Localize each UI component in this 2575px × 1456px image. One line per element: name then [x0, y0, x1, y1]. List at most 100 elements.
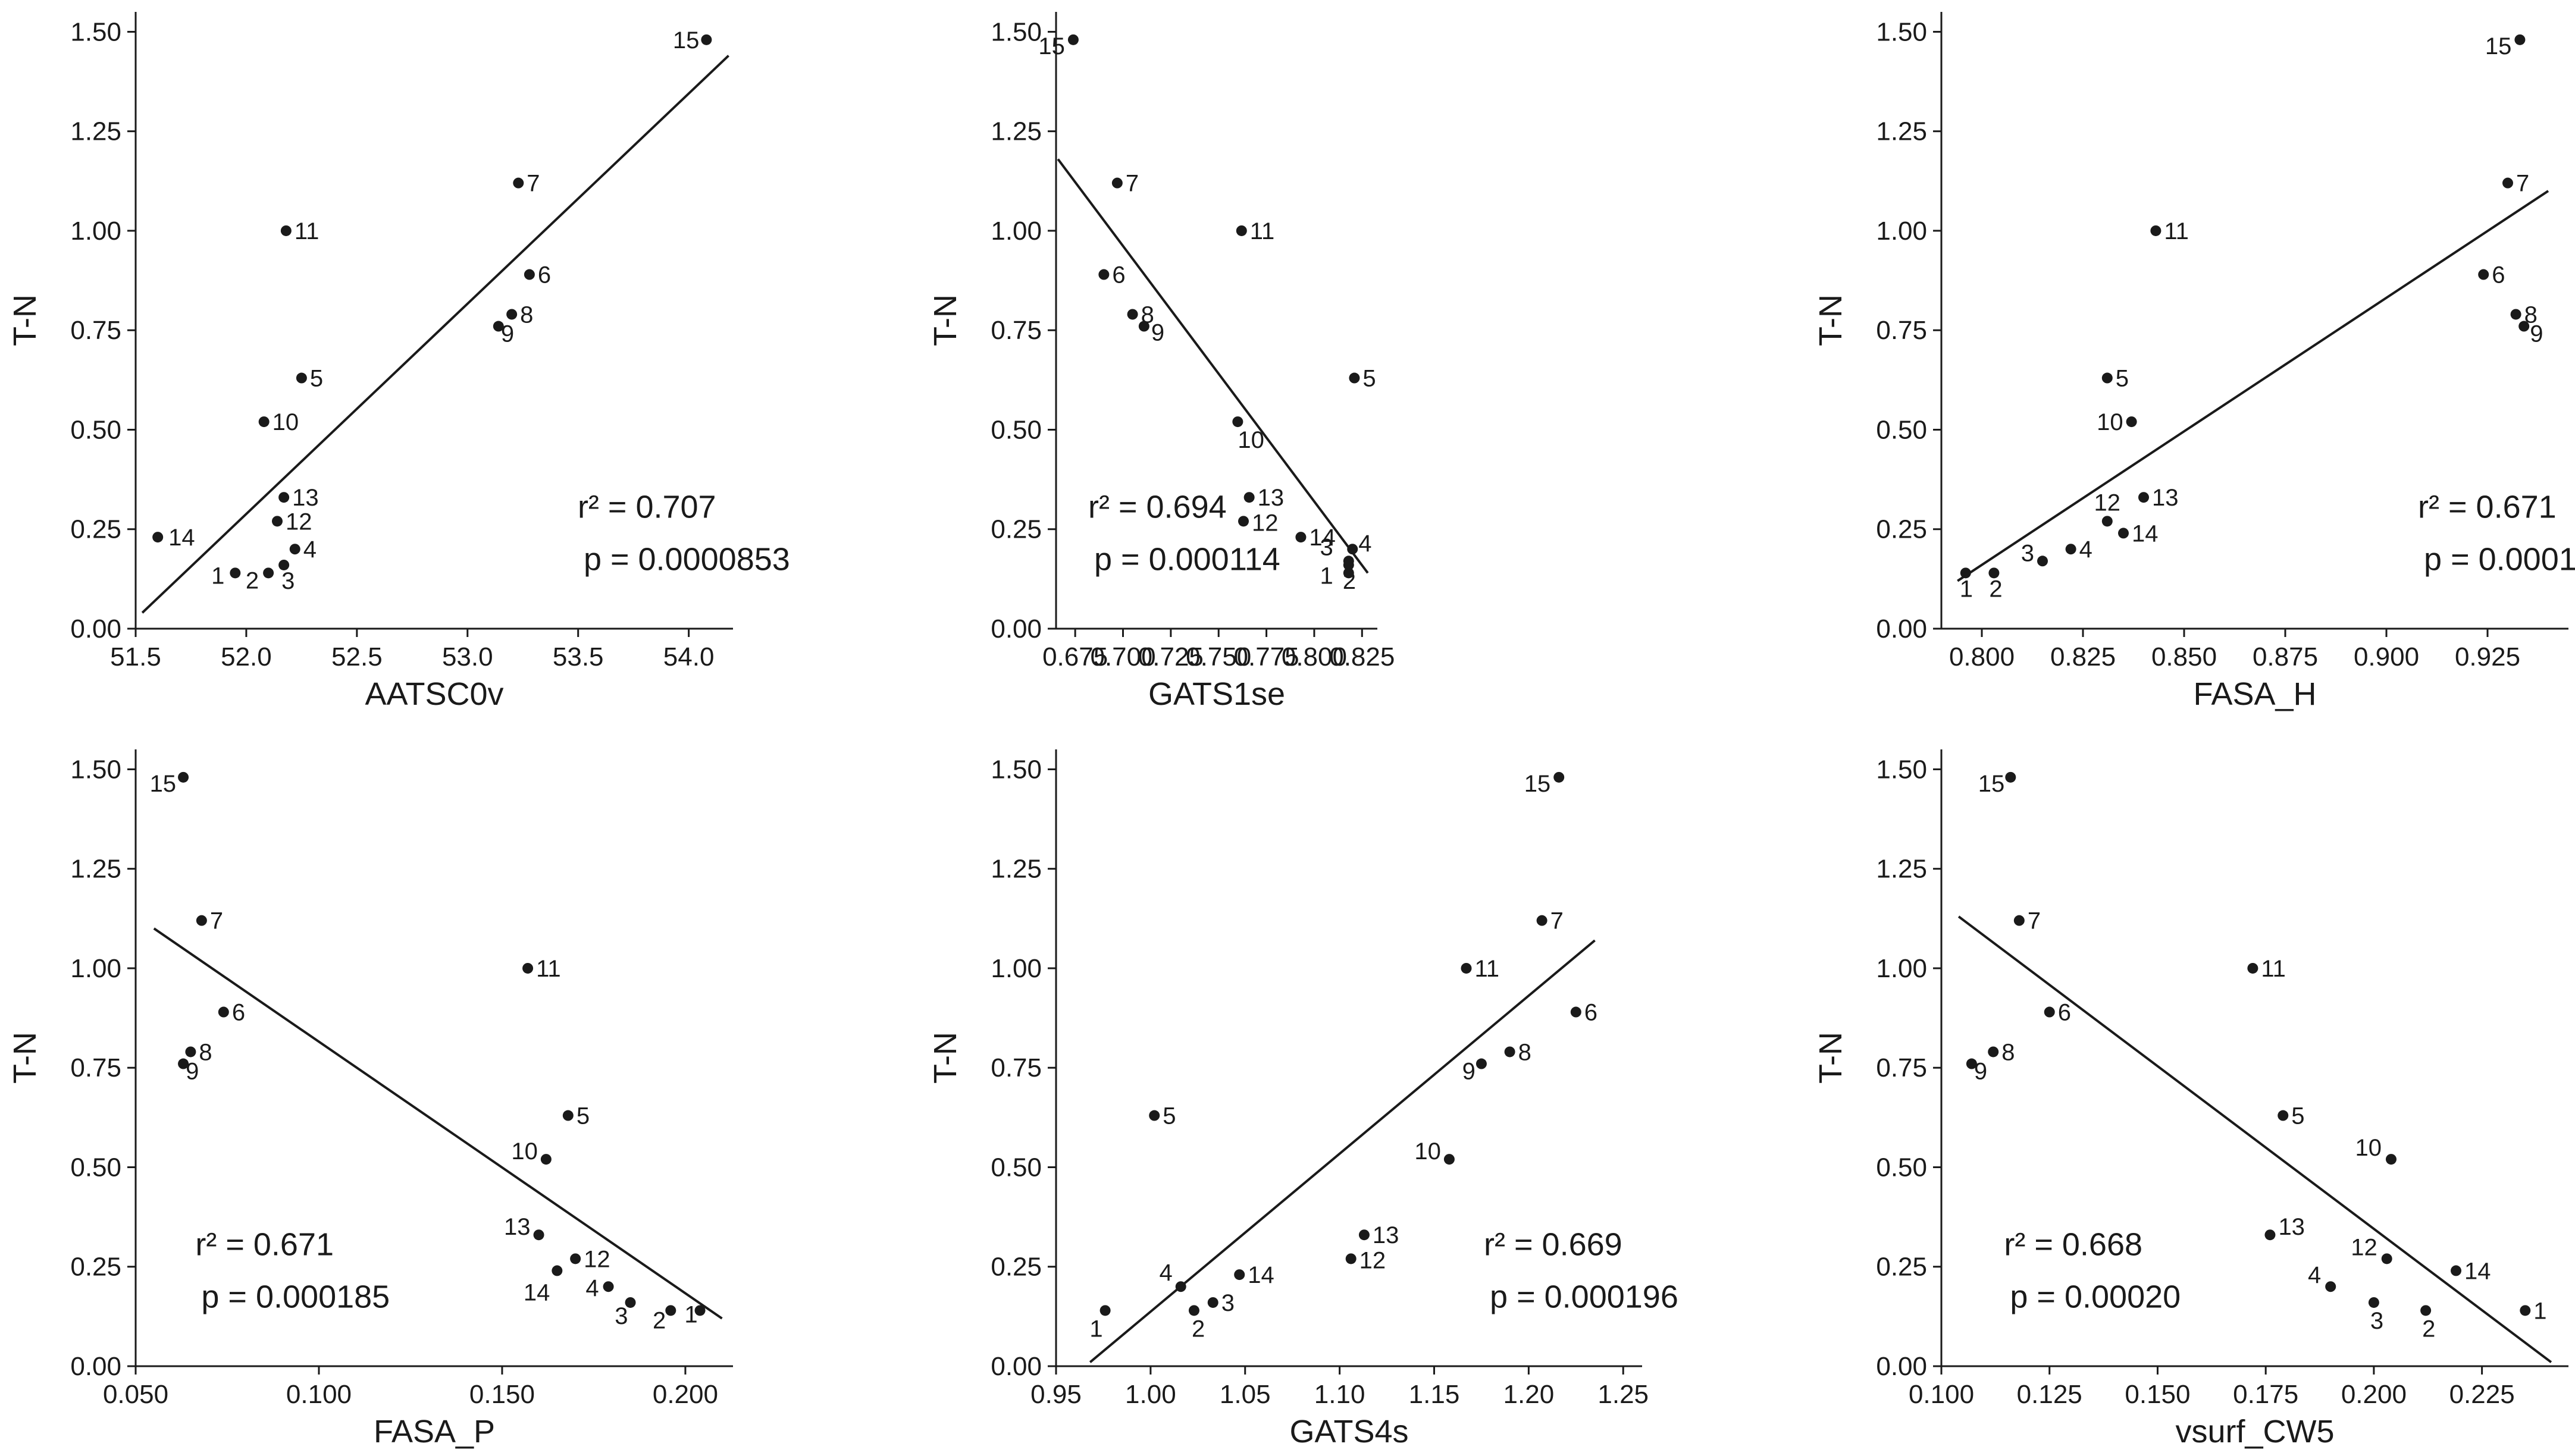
data-point-5	[2278, 1110, 2289, 1121]
x-tick-label: 53.5	[553, 642, 604, 671]
point-label-9: 9	[501, 321, 514, 347]
point-label-2: 2	[1343, 568, 1356, 594]
data-point-8	[185, 1046, 196, 1058]
y-tick-label: 0.75	[1876, 316, 1927, 345]
point-label-12: 12	[286, 509, 312, 535]
data-point-9	[1138, 321, 1149, 332]
point-label-3: 3	[281, 568, 295, 594]
point-label-6: 6	[538, 262, 551, 288]
y-tick-label: 0.00	[991, 1352, 1042, 1381]
y-tick-label: 0.00	[70, 614, 121, 644]
point-label-5: 5	[2116, 366, 2129, 392]
y-tick-label: 1.25	[1876, 117, 1927, 146]
x-tick-label: 1.05	[1220, 1380, 1271, 1409]
point-label-10: 10	[2355, 1135, 2382, 1161]
data-point-2	[2420, 1305, 2432, 1316]
x-tick-label: 1.25	[1597, 1380, 1649, 1409]
r-squared-label: r² = 0.669	[1484, 1226, 1622, 1262]
x-tick-label: 51.5	[110, 642, 161, 671]
point-label-7: 7	[2028, 908, 2041, 934]
data-point-9	[2518, 321, 2530, 332]
y-tick-label: 0.75	[991, 1053, 1042, 1082]
x-tick-label: 0.875	[2253, 642, 2318, 671]
data-point-6	[2478, 269, 2489, 280]
point-label-11: 11	[295, 218, 319, 244]
y-tick-label: 0.25	[70, 1253, 121, 1282]
point-label-6: 6	[1112, 262, 1125, 288]
regression-line	[141, 55, 729, 614]
data-point-5	[1349, 372, 1360, 384]
point-label-12: 12	[584, 1246, 610, 1272]
x-tick-label: 0.925	[2455, 642, 2520, 671]
data-point-13	[2264, 1229, 2276, 1241]
y-tick-label: 1.50	[1876, 755, 1927, 784]
y-tick-label: 0.50	[70, 1153, 121, 1182]
point-label-4: 4	[1358, 531, 1371, 557]
point-label-15: 15	[2485, 33, 2512, 59]
data-point-11	[522, 962, 534, 974]
point-label-12: 12	[1252, 510, 1279, 536]
point-label-14: 14	[2464, 1258, 2491, 1284]
y-axis-label: T-N	[928, 294, 963, 346]
y-tick-label: 0.50	[991, 1153, 1042, 1182]
point-label-5: 5	[310, 366, 323, 392]
data-point-3	[625, 1297, 636, 1308]
y-tick-label: 0.00	[1876, 614, 1927, 644]
p-value-label: p = 0.000185	[201, 1279, 390, 1314]
data-point-15	[1553, 771, 1565, 783]
point-label-5: 5	[1362, 366, 1376, 392]
data-point-9	[1966, 1058, 1977, 1069]
data-point-9	[178, 1058, 189, 1069]
regression-line	[1957, 915, 2552, 1363]
p-value-label: p = 0.000114	[1094, 541, 1280, 577]
scatter-panel-4: 0.00 0.25 0.50 0.75 1.00 1.25 1.50 0.050 0.100 0.…	[7, 749, 733, 1449]
y-axis-label: T-N	[1813, 1032, 1849, 1084]
data-point-5	[2101, 372, 2113, 384]
point-label-3: 3	[2370, 1308, 2383, 1334]
data-point-9	[1476, 1058, 1487, 1069]
data-point-11	[2150, 225, 2162, 236]
point-label-3: 3	[1221, 1290, 1235, 1316]
point-label-4: 4	[303, 536, 317, 563]
data-point-5	[296, 372, 307, 384]
point-label-4: 4	[2079, 536, 2092, 563]
y-tick-label: 1.50	[1876, 17, 1927, 46]
data-point-3	[278, 559, 290, 570]
data-point-7	[2013, 915, 2025, 926]
y-tick-label: 1.00	[991, 954, 1042, 983]
x-axis-label: FASA_H	[2193, 676, 2316, 712]
data-point-10	[1232, 416, 1243, 428]
point-label-13: 13	[504, 1214, 531, 1240]
point-label-7: 7	[210, 908, 223, 934]
y-tick-label: 0.00	[1876, 1352, 1927, 1381]
x-tick-label: 53.0	[442, 642, 493, 671]
point-label-6: 6	[2058, 1000, 2071, 1026]
point-label-11: 11	[2164, 218, 2189, 244]
y-axis-label: T-N	[1813, 294, 1849, 346]
y-tick-label: 0.75	[991, 316, 1042, 345]
data-point-11	[2247, 962, 2258, 974]
data-point-10	[1443, 1154, 1455, 1165]
point-label-1: 1	[1089, 1316, 1102, 1342]
point-label-9: 9	[1462, 1059, 1476, 1085]
r-squared-label: r² = 0.671	[2418, 489, 2557, 525]
point-label-5: 5	[2291, 1103, 2304, 1129]
y-tick-label: 1.00	[991, 216, 1042, 246]
data-point-12	[2101, 516, 2113, 527]
y-axis-label: T-N	[7, 294, 43, 346]
data-point-6	[1098, 269, 1110, 280]
point-label-7: 7	[2516, 171, 2529, 197]
point-label-11: 11	[1475, 956, 1500, 982]
point-label-8: 8	[2001, 1039, 2015, 1065]
x-tick-label: 0.775	[1234, 642, 1299, 671]
data-point-15	[2005, 771, 2016, 783]
data-point-7	[196, 915, 207, 926]
point-label-2: 2	[1192, 1316, 1205, 1342]
point-label-15: 15	[1978, 771, 2005, 797]
point-label-5: 5	[1163, 1103, 1176, 1129]
y-axis-label: T-N	[928, 1032, 963, 1084]
point-label-11: 11	[2261, 956, 2286, 982]
point-label-3: 3	[2021, 540, 2034, 566]
data-point-1	[1960, 567, 1971, 579]
data-point-9	[493, 321, 504, 332]
